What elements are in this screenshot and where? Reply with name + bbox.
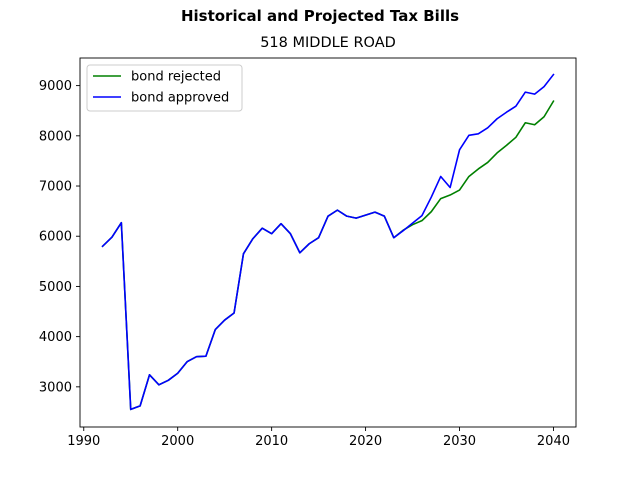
y-tick-label: 3000 [39,380,72,395]
chart-title: 518 MIDDLE ROAD [260,35,396,51]
y-tick-label: 8000 [39,129,72,144]
y-tick-label: 5000 [39,280,72,295]
y-tick-label: 7000 [39,180,72,195]
x-tick-label: 2010 [255,434,288,449]
x-tick-label: 1990 [67,434,100,449]
axes-layer: 1990 2000 2010 2020 2030 2040 3000 4000 5000 6000… [39,57,577,449]
plot-frame [79,57,577,428]
y-tick-label: 4000 [39,330,72,345]
legend-box [86,64,243,112]
y-tick-label: 6000 [39,230,72,245]
series-line-bond-approved [101,73,555,411]
chart-suptitle: Historical and Projected Tax Bills [180,7,460,25]
series-layer [101,73,555,411]
x-tick-label: 2000 [161,434,194,449]
legend-label: bond rejected [131,70,221,85]
x-tick-label: 2040 [537,434,570,449]
series-line-bond-rejected [101,100,555,411]
x-tick-label: 2020 [349,434,382,449]
legend-label: bond approved [131,91,229,106]
x-tick-label: 2030 [443,434,476,449]
y-tick-label: 9000 [39,79,72,94]
legend: bond rejected bond approved [86,64,243,112]
